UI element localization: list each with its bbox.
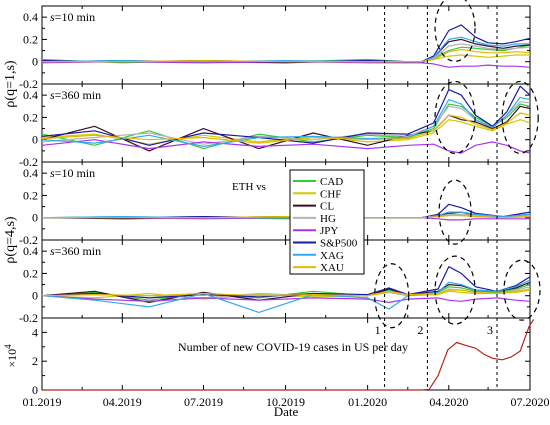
highlight-ellipse xyxy=(503,259,541,321)
covid-panel: 4 2 0 Number of new COVID-19 cases in US pe… xyxy=(32,317,535,397)
series-line-xau xyxy=(41,288,531,297)
y-tick-label: 0.2 xyxy=(23,32,38,46)
highlight-ellipse xyxy=(434,255,476,325)
y-axis-label-q4: ρ(q=4,s) xyxy=(3,216,18,263)
y-tick-label: 0.2 xyxy=(23,266,38,280)
covid-annotation: Number of new COVID-19 cases in US per d… xyxy=(178,340,408,354)
y-tick-label: 0 xyxy=(32,211,38,225)
event-marker-1: 1 xyxy=(375,323,381,337)
y-tick-label: 0.2 xyxy=(23,188,38,202)
highlight-ellipse xyxy=(374,263,410,329)
series-line-jpy xyxy=(41,139,531,154)
legend-label: S&P500 xyxy=(320,238,358,250)
y-tick-label: 0 xyxy=(32,289,38,303)
highlight-ellipse xyxy=(434,80,476,155)
y-tick-label: 0.4 xyxy=(23,244,38,258)
legend-title: ETH vs xyxy=(232,181,266,193)
y-tick-label: 0 xyxy=(32,383,38,397)
panel-frame xyxy=(41,239,531,319)
x-tick-label: 04.2020 xyxy=(429,395,468,409)
y-axis-label-covid-base: ×10 xyxy=(5,349,19,368)
panel-1: 0.4 0.2 0 -0.2 s=10 min xyxy=(19,5,531,91)
y-tick-label: 0 xyxy=(32,55,38,69)
panel-frame xyxy=(41,161,531,241)
panel-label-var: s xyxy=(50,166,55,180)
x-tick-label: 07.2020 xyxy=(511,395,550,409)
highlight-ellipse xyxy=(438,179,472,245)
x-tick-label: 04.2019 xyxy=(103,395,142,409)
series-line-hg xyxy=(41,43,531,63)
covid-frame xyxy=(41,317,531,391)
series-line-cl xyxy=(41,38,531,64)
series-line-xag xyxy=(41,279,531,313)
x-tick-label: 01.2020 xyxy=(348,395,387,409)
legend-label: CAD xyxy=(320,176,343,188)
event-marker-2: 2 xyxy=(417,323,423,337)
series-line-xau xyxy=(42,48,531,63)
series-line-sp500 xyxy=(41,266,531,299)
y-tick-label: -0.2 xyxy=(19,311,38,325)
y-tick-label: 0.4 xyxy=(23,88,38,102)
y-axis-label-q1: ρ(q=1,s) xyxy=(3,60,18,107)
series-line-jpy xyxy=(42,217,530,221)
x-tick-label: 07.2019 xyxy=(184,395,223,409)
panel-label-value: =10 min xyxy=(55,10,95,24)
series-line-cad xyxy=(41,103,531,150)
series-line-xag xyxy=(41,96,531,147)
series-line-sp500 xyxy=(41,24,531,63)
legend-label: CHF xyxy=(320,188,341,200)
y-tick-label: 0.4 xyxy=(23,10,38,24)
panel-3: 0.4 0.2 0 -0.2 s=10 min xyxy=(19,161,531,247)
panel-label-value: =360 min xyxy=(55,88,101,102)
annotations: 1 2 3 xyxy=(374,0,541,390)
legend-box xyxy=(289,169,365,275)
y-tick-label: -0.2 xyxy=(19,77,38,91)
panel-label-value: =360 min xyxy=(55,244,101,258)
y-tick-label: 0.4 xyxy=(23,166,38,180)
legend-label: XAU xyxy=(320,262,344,274)
x-tick-label: 01.2019 xyxy=(23,395,62,409)
panel-label-var: s xyxy=(50,88,55,102)
panel-label-value: =10 min xyxy=(55,166,95,180)
y-tick-label: 0 xyxy=(32,133,38,147)
panel-frame xyxy=(41,83,531,163)
covid-cases-line xyxy=(42,319,535,391)
y-tick-label: 0.2 xyxy=(23,110,38,124)
panel-label: s=360 min xyxy=(50,244,101,258)
panel-label: s=360 min xyxy=(50,88,101,102)
legend-label: XAG xyxy=(320,250,344,262)
panel-label: s=10 min xyxy=(50,10,95,24)
series-line-xau xyxy=(42,214,531,219)
series-line-jpy xyxy=(41,61,531,68)
series-line-xau xyxy=(41,112,531,144)
y-axis-label-covid-exponent: 4 xyxy=(3,344,13,349)
x-axis: 01.2019 04.2019 07.2019 10.2019 01.2020 04.20… xyxy=(23,395,550,419)
y-axis-label-covid: ×104 xyxy=(3,344,19,368)
y-axis-labels: ρ(q=1,s) ρ(q=4,s) ×104 xyxy=(3,60,19,368)
panel-label-var: s xyxy=(50,244,55,258)
series-line-cl xyxy=(41,105,531,152)
y-tick-label: -0.2 xyxy=(19,233,38,247)
y-tick-label: 2 xyxy=(32,354,38,368)
legend-label: HG xyxy=(320,213,336,225)
series-line-xag xyxy=(41,36,530,63)
panel-label: s=10 min xyxy=(50,166,95,180)
legend-label: CL xyxy=(320,201,334,213)
y-tick-label: 4 xyxy=(32,325,38,339)
panel-label-var: s xyxy=(50,10,55,24)
legend-label: JPY xyxy=(320,225,338,237)
panel-2: 0.4 0.2 0 -0.2 s=360 min xyxy=(19,83,531,169)
panel-4: 0.4 0.2 0 -0.2 s=360 min xyxy=(19,239,531,325)
y-tick-label: -0.2 xyxy=(19,155,38,169)
x-tick-label: 10.2019 xyxy=(266,395,305,409)
x-axis-label: Date xyxy=(274,404,299,419)
event-marker-3: 3 xyxy=(487,323,493,337)
highlight-ellipse xyxy=(501,80,539,155)
highlight-ellipse xyxy=(434,0,476,62)
